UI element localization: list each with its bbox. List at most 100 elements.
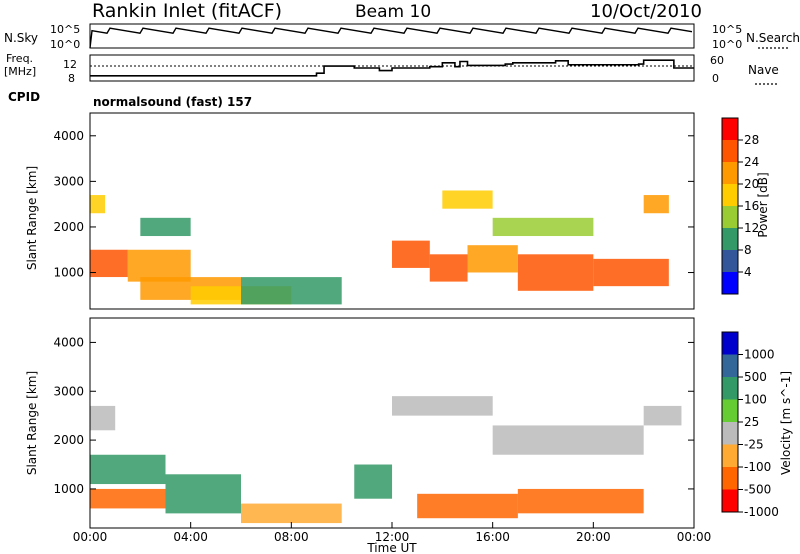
heat-region (392, 240, 430, 268)
x-tick-label: 12:00 (375, 530, 410, 544)
nsky-line (89, 27, 693, 49)
colorbar-segment (722, 422, 738, 445)
x-tick-label: 20:00 (576, 530, 611, 544)
heat-region (90, 405, 116, 431)
mhz-label: [MHz] (4, 65, 36, 78)
power-ylabel: Slant Range [km] (25, 166, 39, 270)
heat-region (417, 493, 518, 519)
velocity-regions (90, 396, 682, 524)
heat-region (593, 258, 669, 287)
colorbar-tick-label: 12 (744, 221, 759, 235)
colorbar-tick-label: 25 (744, 415, 759, 429)
freq-left-tick-bottom: 8 (68, 72, 75, 85)
colorbar-tick-label: 20 (744, 177, 759, 191)
colorbar-tick-label: 100 (744, 393, 767, 407)
heat-region (354, 464, 393, 499)
y-tick-label: 4000 (53, 129, 84, 143)
colorbar-segment (722, 206, 738, 228)
power-panel: 1000 2000 3000 4000 Slant Range [km] 28 24 20… (25, 112, 770, 310)
colorbar-segment (722, 272, 738, 294)
mode-label: normalsound (fast) 157 (93, 95, 252, 109)
y-tick-label: 3000 (53, 174, 84, 188)
x-tick-label: 04:00 (173, 530, 208, 544)
y-tick-label: 2000 (53, 433, 84, 447)
colorbar-tick-label: 4 (744, 265, 752, 279)
colorbar-segment (722, 184, 738, 206)
y-tick-label: 4000 (53, 335, 84, 349)
heat-region (442, 190, 493, 209)
heat-region (127, 249, 191, 282)
heat-region (392, 396, 493, 416)
heat-region (241, 277, 342, 305)
heat-region (140, 217, 191, 237)
colorbar-segment (722, 228, 738, 250)
colorbar-tick-label: 16 (744, 199, 759, 213)
x-tick-label: 08:00 (274, 530, 309, 544)
colorbar-segment (722, 377, 738, 400)
x-tick-label: 00:00 (73, 530, 108, 544)
freq-label: Freq. (6, 52, 33, 65)
nsearch-label: N.Search (746, 31, 800, 45)
nave-label: Nave (748, 63, 779, 77)
velocity-x-ticks: 00:00 04:00 08:00 12:00 16:00 20:00 00:00 (73, 522, 712, 544)
colorbar-segment (722, 162, 738, 184)
colorbar-segment (722, 332, 738, 355)
colorbar-segment (722, 467, 738, 490)
colorbar-segment (722, 444, 738, 467)
heat-region (492, 425, 644, 455)
colorbar-segment (722, 118, 738, 140)
heat-region (643, 405, 682, 426)
freq-right-tick-bottom: 0 (712, 72, 719, 85)
noise-panel: 10^5 10^0 10^5 10^0 (50, 23, 742, 51)
x-tick-label: 16:00 (475, 530, 510, 544)
noise-right-tick-top: 10^5 (712, 23, 742, 36)
x-tick-label: 00:00 (677, 530, 712, 544)
date-title: 10/Oct/2010 (590, 1, 702, 22)
y-tick-label: 3000 (53, 384, 84, 398)
nsky-trace (89, 27, 693, 49)
velocity-ylabel: Slant Range [km] (25, 371, 39, 475)
heat-region (517, 488, 644, 514)
colorbar-segment (722, 140, 738, 162)
power-colorbar-label: Power [dB] (756, 172, 770, 237)
beam-title: Beam 10 (355, 2, 431, 22)
velocity-panel: 1000 2000 3000 4000 00:00 04:00 08:00 12:00 16:… (25, 317, 793, 554)
colorbar-segment (722, 250, 738, 272)
colorbar-tick-label: 28 (744, 133, 759, 147)
noise-right-tick-bottom: 10^0 (712, 38, 742, 51)
heat-region (429, 254, 468, 282)
colorbar-tick-label: -500 (744, 483, 771, 497)
colorbar-tick-label: 8 (744, 243, 752, 257)
nsky-label: N.Sky (4, 31, 38, 45)
colorbar-segment (722, 354, 738, 377)
colorbar-segment (722, 399, 738, 422)
power-frame (89, 112, 695, 310)
velocity-colorbar-label: Velocity [m s^-1] (779, 371, 793, 475)
heat-region (90, 249, 128, 278)
cpid-label: CPID (8, 90, 40, 104)
velocity-colorbar: 1000 500 100 25 -25 -100 -500 -1000 (721, 331, 779, 519)
colorbar-tick-label: -25 (744, 438, 764, 452)
frequency-panel: 12 8 60 0 (63, 54, 724, 85)
heat-region (241, 503, 342, 524)
power-y-ticks: 1000 2000 3000 4000 (53, 129, 694, 280)
noise-left-tick-bottom: 10^0 (50, 38, 80, 51)
freq-left-tick-top: 12 (63, 58, 77, 71)
power-regions (90, 190, 669, 305)
station-title: Rankin Inlet (fitACF) (92, 0, 282, 22)
velocity-y-ticks: 1000 2000 3000 4000 (53, 335, 694, 496)
power-colorbar: 28 24 20 16 12 8 4 (721, 117, 759, 295)
heat-region (517, 254, 594, 291)
heat-region (467, 245, 518, 273)
colorbar-tick-label: 24 (744, 155, 759, 169)
colorbar-tick-label: -1000 (744, 505, 779, 519)
freq-line (90, 59, 694, 77)
freq-right-tick-top: 60 (710, 54, 724, 67)
time-axis-label: Time UT (366, 541, 417, 554)
noise-left-tick-top: 10^5 (50, 23, 80, 36)
noise-frame (89, 23, 695, 49)
heat-region (165, 474, 241, 514)
heat-region (90, 195, 106, 214)
colorbar-tick-label: -100 (744, 460, 771, 474)
